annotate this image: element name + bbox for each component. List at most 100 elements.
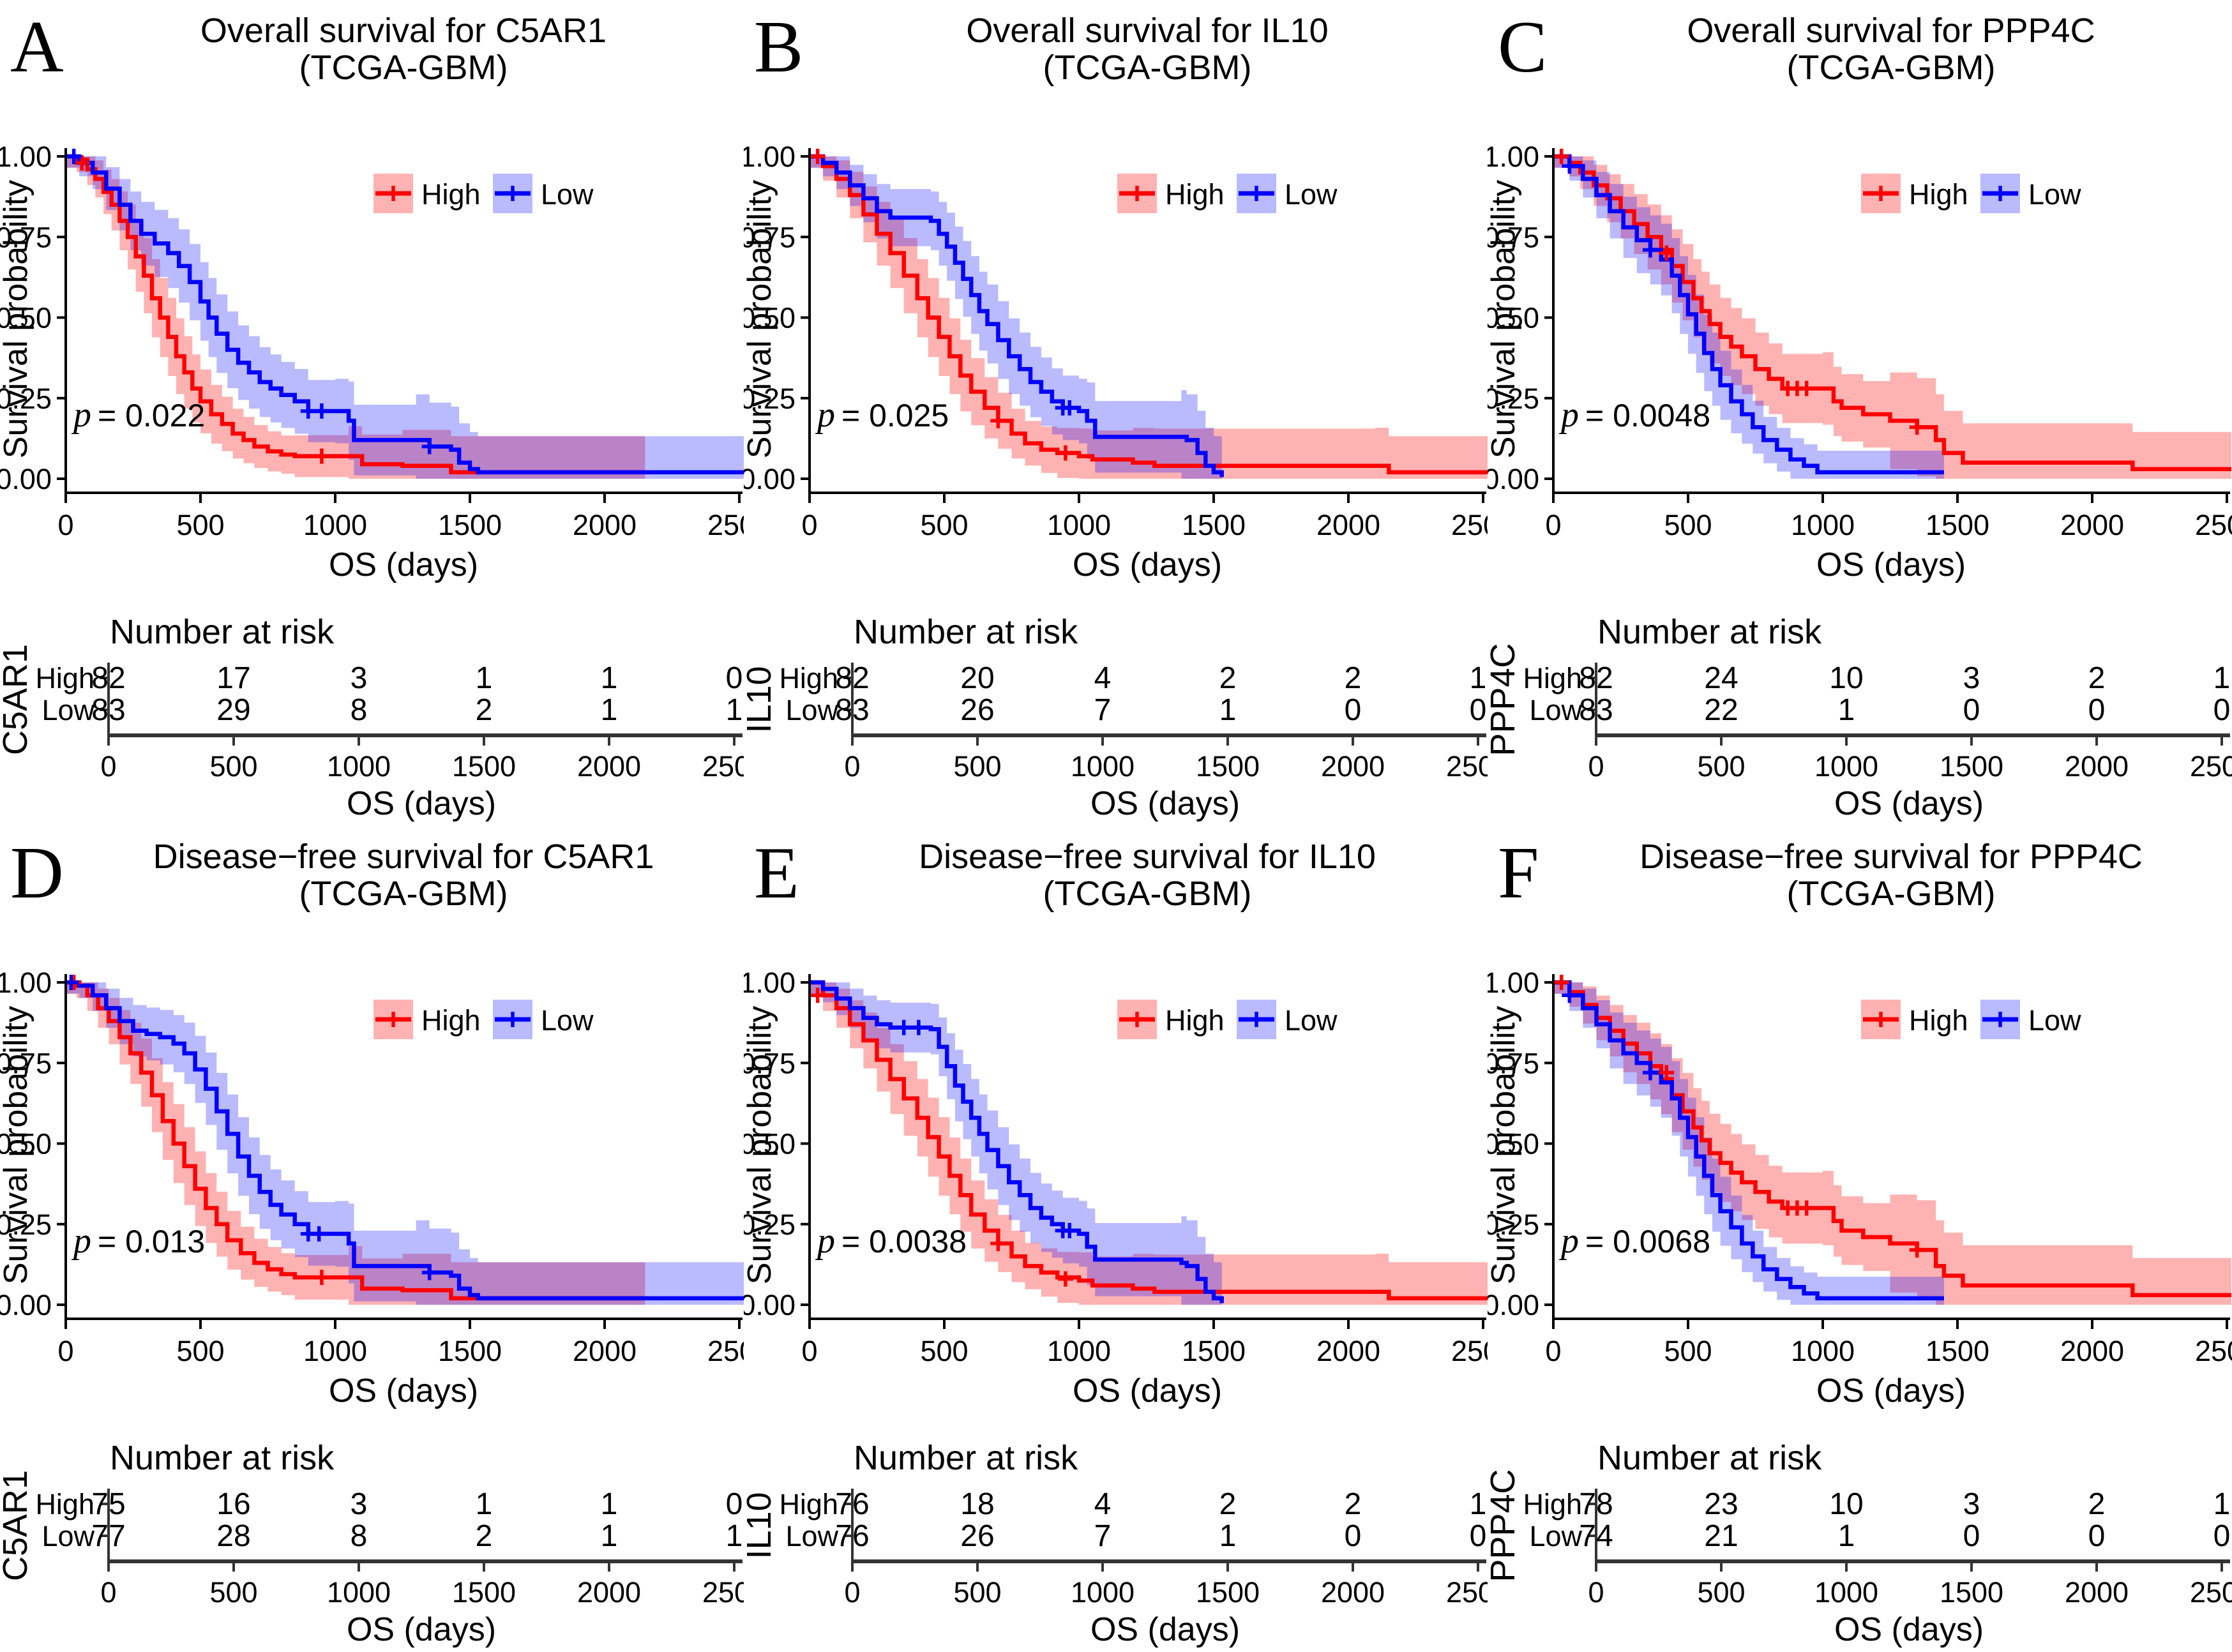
legend-plus-low-icon (1249, 186, 1264, 201)
risk-x-tick-label: 1000 (1071, 750, 1135, 783)
risk-count-low: 1 (1838, 693, 1855, 727)
risk-count-high: 3 (351, 1487, 368, 1521)
km-panel-B: B Overall survival for IL10(TCGA-GBM) High… (744, 0, 1488, 826)
panel-subtitle: (TCGA-GBM) (1787, 875, 1996, 913)
x-tick-label: 2000 (573, 509, 637, 541)
panel-letter: C (1498, 6, 1547, 88)
y-tick-label: 1.00 (744, 966, 796, 999)
panel-title: Overall survival for IL10 (966, 11, 1328, 50)
x-tick-label: 2000 (2060, 509, 2124, 541)
legend-label-high: High (421, 178, 481, 211)
y-tick-label: 0.75 (1488, 1047, 1539, 1079)
legend: High Low (1861, 174, 2081, 213)
risk-x-tick-label: 1000 (327, 1576, 391, 1609)
risk-count-high: 1 (1470, 1487, 1487, 1521)
panel-title: Disease−free survival for PPP4C (1640, 837, 2143, 876)
risk-count-low: 74 (1579, 1519, 1613, 1553)
risk-row-label-high: High (779, 662, 838, 695)
x-tick-label: 0 (1545, 1335, 1561, 1367)
risk-count-high: 2 (1345, 1487, 1362, 1521)
legend-plus-high-icon (1129, 186, 1145, 201)
curve-area (1553, 149, 2231, 479)
risk-x-tick-label: 2500 (1446, 750, 1488, 783)
legend-label-high: High (1909, 1004, 1968, 1037)
km-panel-D: D Disease−free survival for C5AR1(TCGA-GB… (0, 826, 744, 1652)
legend-label-low: Low (541, 178, 594, 211)
risk-count-high: 1 (2213, 661, 2231, 695)
y-tick-label: 0.25 (0, 1208, 52, 1241)
censor-mark-high-icon (810, 149, 826, 164)
x-tick-label: 1000 (303, 1335, 367, 1367)
risk-count-low: 0 (2088, 1519, 2106, 1553)
ci-band-high (810, 156, 1488, 479)
censor-mark-low-icon (910, 1019, 926, 1035)
legend-plus-high-icon (1129, 1012, 1145, 1027)
axes (801, 974, 1486, 1329)
y-tick-label: 0.50 (0, 302, 52, 334)
ci-band-high (66, 982, 645, 1305)
censor-mark-high-icon (1909, 1242, 1925, 1258)
risk-gene-label: PPP4C (1488, 1469, 1522, 1582)
ci-band-high (1553, 156, 2231, 479)
risk-count-low: 1 (1219, 693, 1237, 727)
y-tick-label: 1.00 (744, 140, 796, 173)
censor-mark-low-icon (1642, 1065, 1658, 1081)
legend-plus-high-icon (386, 1012, 401, 1027)
legend-label-low: Low (1285, 178, 1338, 211)
risk-count-low: 22 (1704, 693, 1738, 727)
censor-mark-high-icon (313, 1270, 329, 1286)
censor-mark-high-icon (1553, 149, 1569, 164)
x-tick-label: 2500 (707, 1335, 744, 1367)
legend-plus-low-icon (505, 1012, 520, 1027)
risk-x-tick-label: 500 (209, 750, 257, 783)
legend-label-low: Low (2028, 178, 2081, 211)
censor-mark-low-icon (896, 1019, 912, 1035)
risk-count-high: 16 (216, 1487, 250, 1521)
curve-area (66, 975, 744, 1305)
x-axis-title: OS (days) (329, 546, 478, 583)
legend-label-high: High (1165, 178, 1225, 211)
y-tick-label: 0.50 (0, 1128, 52, 1160)
risk-count-high: 17 (216, 661, 250, 695)
risk-x-tick-label: 2000 (2065, 1576, 2129, 1609)
x-tick-label: 0 (1545, 509, 1561, 541)
x-tick-label: 2500 (1451, 1335, 1488, 1367)
risk-x-tick-label: 2000 (577, 750, 641, 783)
censor-mark-high-icon (1057, 1271, 1073, 1287)
risk-x-tick-label: 500 (953, 750, 1001, 783)
risk-count-high: 0 (726, 1487, 743, 1521)
x-axis-title: OS (days) (1073, 546, 1222, 583)
km-curve-low (1553, 154, 1944, 475)
risk-count-high: 2 (2088, 661, 2106, 695)
panel-title: Overall survival for PPP4C (1687, 11, 2095, 50)
legend: High Low (373, 174, 594, 213)
x-tick-label: 0 (57, 509, 73, 541)
km-curve-low (810, 154, 1224, 477)
y-tick-label: 0.25 (1488, 382, 1539, 415)
censor-mark-low-icon (1562, 987, 1578, 1003)
risk-count-low: 2 (476, 1519, 493, 1553)
y-axis-title: Survival probability (744, 1006, 778, 1284)
risk-count-high: 1 (1470, 661, 1487, 695)
panel-subtitle: (TCGA-GBM) (1787, 49, 1996, 87)
risk-x-tick-label: 1500 (1940, 750, 2003, 783)
km-curve-low (810, 980, 1224, 1303)
risk-count-high: 2 (1219, 661, 1237, 695)
risk-count-high: 18 (960, 1487, 994, 1521)
censor-mark-high-icon (990, 1236, 1006, 1252)
legend-plus-high-icon (1873, 1012, 1889, 1027)
risk-count-high: 20 (960, 661, 994, 695)
risk-count-high: 3 (1963, 1487, 1980, 1521)
censor-mark-high-icon (1553, 975, 1569, 990)
risk-count-high: 78 (1579, 1487, 1613, 1521)
risk-count-low: 0 (1470, 1519, 1487, 1553)
risk-table-header: Number at risk (110, 613, 335, 651)
risk-x-tick-label: 1000 (1814, 1576, 1878, 1609)
risk-table-header: Number at risk (1597, 1439, 1822, 1477)
panel-subtitle: (TCGA-GBM) (1043, 875, 1252, 913)
legend: High Low (1117, 174, 1338, 213)
risk-x-axis-title: OS (days) (1834, 785, 1984, 822)
risk-count-low: 26 (960, 1519, 994, 1553)
axes (1544, 148, 2230, 503)
p-value: p = 0.0048 (1558, 395, 1710, 435)
